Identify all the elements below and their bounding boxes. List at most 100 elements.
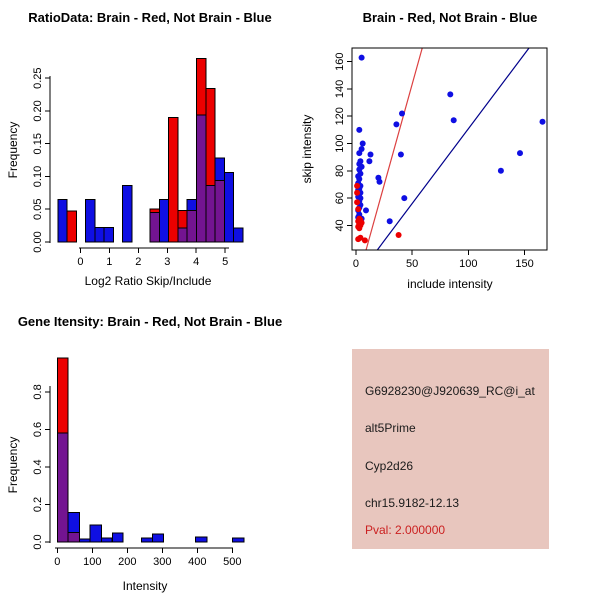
scatter-point-blue (356, 150, 363, 157)
hist1-bar-purple (177, 227, 188, 243)
scatter-x-tick-label: 150 (515, 258, 533, 270)
hist1-bar-blue (94, 227, 105, 243)
pval-text: Pval: 2.000000 (365, 523, 446, 537)
hist1-y-tick-label: 0.00 (32, 231, 44, 252)
hist2-group: 0 100 200 300 400 500 0.0 0.2 0.4 0.6 0.8 Intensity… (6, 357, 245, 593)
scatter-point-blue (450, 117, 457, 124)
hist2-x-axis-title: Intensity (123, 579, 168, 593)
hist2-bar-blue (141, 537, 153, 543)
scatter-point-blue (376, 178, 383, 185)
hist2-bar-blue (100, 537, 113, 543)
scatter-point-blue (497, 167, 504, 174)
hist1-x-tick-label: 3 (164, 256, 170, 268)
scatter-point-red (355, 236, 362, 243)
hist1-y-tick-label: 0.20 (32, 100, 44, 121)
gene-name-text: Cyp2d26 (365, 459, 414, 473)
scatter-x-axis-title: include intensity (407, 277, 492, 291)
gene-info-box: G6928230@J920639_RC@i_at alt5Prime Cyp2d… (352, 349, 549, 549)
gene-intensity-hist-title: Gene Itensity: Brain - Red, Not Brain - … (17, 314, 283, 329)
hist1-bar-blue (103, 227, 114, 243)
hist2-x-tick-label: 200 (118, 556, 136, 568)
scatter-y-tick-label: 100 (334, 134, 346, 152)
hist1-bar-blue (122, 185, 133, 243)
hist1-y-tick-label: 0.10 (32, 166, 44, 187)
scatter-y-axis-title: skip intensity (300, 115, 314, 184)
scatter-y-tick-label: 120 (334, 107, 346, 125)
hist2-bar-blue (195, 536, 208, 543)
scatter-point-blue (397, 151, 404, 158)
scatter-point-red (354, 199, 361, 206)
probe-id-text: G6928230@J920639_RC@i_at (365, 384, 535, 398)
hist1-bar-red (168, 117, 179, 243)
ratio-hist-title: RatioData: Brain - Red, Not Brain - Blue (28, 10, 272, 25)
hist1-x-tick-label: 5 (222, 256, 228, 268)
scatter-x-tick-label: 0 (353, 258, 359, 270)
hist2-bar-blue (89, 524, 102, 543)
hist1-group: 0 1 2 3 4 5 0.00 0.05 0.10 0.15 0.20 0.25 Log2 Ratio… (6, 58, 244, 288)
scatter-point-blue (399, 110, 405, 117)
hist2-y-axis-title: Frequency (6, 437, 20, 494)
scatter-point-blue (447, 91, 454, 98)
hist2-y-tick-label: 0.6 (32, 422, 44, 437)
hist1-y-axis-title: Frequency (6, 122, 20, 179)
scatter-point-blue (401, 195, 408, 202)
scatter-point-blue (356, 126, 363, 133)
scatter-y-tick-label: 140 (334, 80, 346, 98)
scatter-point-red (354, 182, 361, 189)
hist1-bar-blue (57, 198, 68, 243)
hist2-x-tick-label: 500 (223, 556, 241, 568)
scatter-frame (351, 47, 548, 251)
scatter-refline-line_red (365, 47, 423, 251)
hist2-x-tick-label: 100 (83, 556, 101, 568)
hist2-bar-blue (152, 533, 164, 543)
scatter-y-tick-label: 160 (334, 52, 346, 70)
scatter-x-tick-label: 50 (406, 258, 418, 270)
hist2-x-tick-label: 400 (188, 556, 206, 568)
scatter-point-blue (363, 207, 369, 214)
scatter-refline-line_blue (376, 47, 530, 251)
hist1-bar-blue (223, 172, 235, 243)
scatter-point-red (354, 189, 361, 196)
scatter-title: Brain - Red, Not Brain - Blue (362, 10, 538, 25)
hist1-y-tick-label: 0.05 (32, 199, 44, 220)
scatter-group: 0 50 100 150 40 60 80 100 120 140 160 include inten… (300, 47, 548, 291)
hist1-y-tick-label: 0.15 (32, 133, 44, 154)
scatter-point-blue (367, 151, 374, 158)
hist2-y-tick-label: 0.0 (32, 534, 44, 549)
hist1-bar-purple (205, 185, 216, 243)
scatter-point-blue (517, 150, 523, 157)
hist1-x-tick-label: 4 (193, 256, 199, 268)
hist1-x-axis-title: Log2 Ratio Skip/Include (85, 274, 212, 288)
hist2-bar-blue (232, 537, 245, 543)
scatter-point-red (395, 232, 402, 238)
scatter-point-blue (393, 121, 400, 128)
hist1-y-tick-label: 0.25 (32, 67, 44, 88)
scatter-y-tick-label: 80 (334, 165, 346, 177)
hist2-x-tick-label: 0 (54, 556, 60, 568)
scatter-point-blue (359, 140, 366, 147)
splice-event-type-text: alt5Prime (365, 421, 416, 435)
scatter-point-red (356, 225, 363, 232)
hist1-bar-blue (233, 227, 244, 243)
hist1-bar-blue (85, 198, 96, 243)
hist2-x-tick-label: 300 (153, 556, 171, 568)
hist2-y-tick-label: 0.2 (32, 497, 44, 512)
hist1-bar-purple (149, 212, 160, 243)
hist2-y-tick-label: 0.4 (32, 459, 44, 474)
scatter-point-blue (386, 218, 393, 225)
scatter-point-red (361, 237, 368, 244)
hist2-bar-purple (67, 532, 80, 543)
hist2-bar-blue (78, 538, 91, 543)
hist2-bar-blue (111, 532, 124, 543)
hist1-bar-blue (158, 198, 170, 243)
hist1-x-tick-label: 0 (77, 256, 83, 268)
scatter-point-blue (366, 158, 373, 165)
hist1-bar-purple (186, 210, 197, 243)
hist1-x-tick-label: 1 (106, 256, 112, 268)
hist2-y-tick-label: 0.8 (32, 384, 44, 399)
hist1-x-tick-label: 2 (135, 256, 141, 268)
hist1-bar-purple (214, 179, 225, 243)
